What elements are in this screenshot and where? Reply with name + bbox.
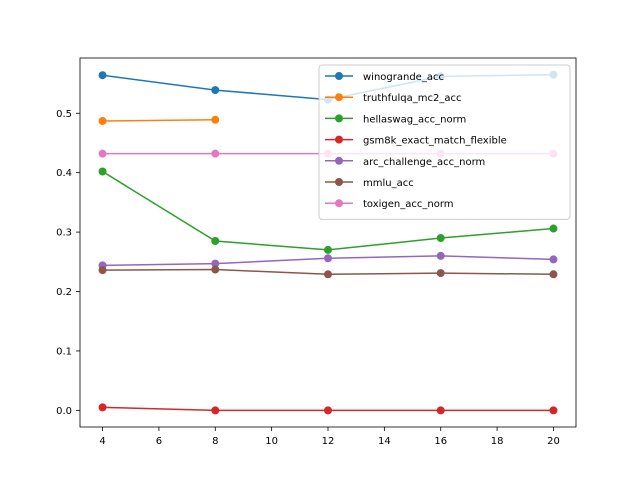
data-point-arc-challenge-acc-norm-2 [324,254,332,263]
data-point-winogrande-acc-0 [98,71,107,80]
y-tick-label: 0.3 [56,228,72,239]
x-tick-label: 8 [212,436,218,447]
data-point-gsm8k-exact-match-flexible-2 [324,406,332,415]
data-point-hellaswag-acc-norm-2 [324,245,332,254]
legend-label-gsm8k-exact-match-flexible: gsm8k_exact_match_flexible [363,136,507,147]
legend-marker-toxigen-acc-norm [335,199,343,208]
data-point-hellaswag-acc-norm-0 [98,167,107,176]
legend-marker-truthfulqa-mc2-acc [335,93,343,102]
legend-label-winogrande-acc: winogrande_acc [363,72,444,83]
y-tick-label: 0.4 [56,168,72,179]
data-point-arc-challenge-acc-norm-3 [436,251,445,260]
series-line-truthfulqa-mc2-acc [102,119,216,122]
legend-label-toxigen-acc-norm: toxigen_acc_norm [363,199,454,210]
x-tick-label: 6 [156,436,162,447]
legend-marker-winogrande-acc [335,72,343,80]
data-point-gsm8k-exact-match-flexible-1 [211,406,220,415]
data-point-arc-challenge-acc-norm-1 [211,259,220,268]
x-tick-label: 20 [547,436,560,447]
data-point-mmlu-acc-2 [324,270,332,279]
x-axis: 4 6 8 10 12 14 16 18 20 [99,427,560,447]
data-point-hellaswag-acc-norm-4 [549,224,558,233]
y-axis: 0.0 0.1 0.2 0.3 0.4 0.5 [56,109,80,417]
legend-label-mmlu-acc: mmlu_acc [363,178,414,189]
x-tick-label: 16 [434,436,447,447]
y-tick-label: 0.1 [56,346,72,357]
y-tick-label: 0.5 [56,109,72,120]
y-tick-label: 0.0 [56,406,72,417]
data-point-gsm8k-exact-match-flexible-3 [436,406,445,415]
data-point-gsm8k-exact-match-flexible-4 [549,406,558,415]
x-tick-label: 10 [265,436,278,447]
legend-marker-arc-challenge-acc-norm [335,156,343,165]
x-tick-label: 4 [99,436,105,447]
y-tick-label: 0.2 [56,287,72,298]
legend-label-truthfulqa-mc2-acc: truthfulqa_mc2_acc [363,93,461,104]
data-point-mmlu-acc-1 [211,265,220,274]
legend: winogrande_acc truthfulqa_mc2_acc hellaswa… [318,64,571,220]
data-point-truthfulqa-mc2-acc-0 [98,116,107,125]
data-point-mmlu-acc-4 [549,270,558,279]
legend-marker-mmlu-acc [335,178,343,186]
data-point-truthfulqa-mc2-acc-1 [211,115,220,124]
legend-marker-gsm8k-exact-match-flexible [335,135,343,144]
legend-box [318,64,571,220]
data-point-arc-challenge-acc-norm-4 [549,255,558,264]
data-point-toxigen-acc-norm-0 [98,149,107,158]
data-point-mmlu-acc-3 [436,269,445,278]
legend-marker-hellaswag-acc-norm [335,114,343,123]
legend-label-arc-challenge-acc-norm: arc_challenge_acc_norm [363,157,485,168]
data-point-hellaswag-acc-norm-3 [436,234,445,243]
x-tick-label: 18 [491,436,504,447]
data-point-toxigen-acc-norm-1 [211,149,220,158]
data-point-hellaswag-acc-norm-1 [211,237,220,246]
x-tick-label: 12 [322,436,335,447]
data-point-mmlu-acc-0 [98,266,107,275]
data-point-gsm8k-exact-match-flexible-0 [98,403,107,412]
data-point-winogrande-acc-1 [211,86,220,95]
legend-label-hellaswag-acc-norm: hellaswag_acc_norm [363,114,466,125]
x-tick-label: 14 [378,436,391,447]
